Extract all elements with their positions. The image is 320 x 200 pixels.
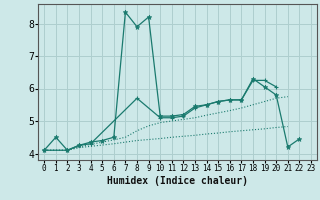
X-axis label: Humidex (Indice chaleur): Humidex (Indice chaleur) <box>107 176 248 186</box>
